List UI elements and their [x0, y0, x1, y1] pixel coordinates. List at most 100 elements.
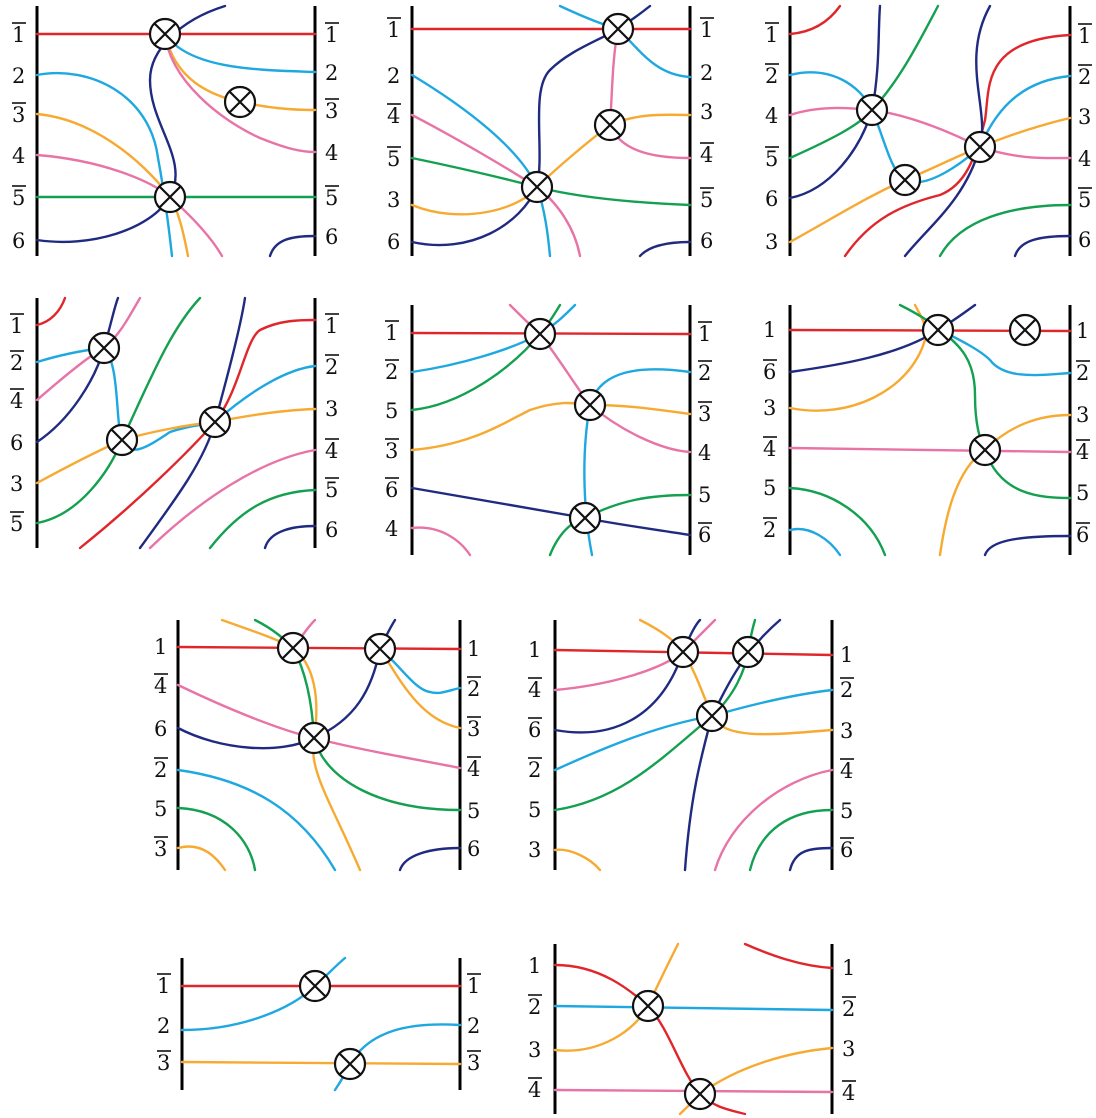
crossing-marker-icon — [87, 331, 121, 365]
crossing-marker-icon — [573, 388, 607, 422]
boundary-label: 4 — [12, 144, 25, 168]
boundary-label: 3 — [840, 719, 853, 743]
boundary-label: 6 — [387, 230, 400, 254]
crossing-marker-icon — [105, 423, 139, 457]
diagram-panel-10 — [553, 942, 834, 1116]
green-strand — [748, 808, 834, 872]
boundary-label: 3 — [698, 402, 711, 426]
boundary-label: 3 — [154, 837, 167, 861]
boundary-label: 3 — [1076, 403, 1089, 427]
orange-strand — [553, 848, 602, 872]
crossing-marker-icon — [297, 721, 331, 755]
boundary-label: 4 — [387, 104, 400, 128]
crossing-marker-icon — [520, 170, 554, 204]
boundary-label: 6 — [154, 717, 167, 741]
boundary-label: 1 — [763, 318, 776, 342]
boundary-label: 1 — [12, 23, 25, 47]
red-strand — [788, 4, 842, 36]
boundary-label: 4 — [325, 439, 338, 463]
boundary-label: 2 — [763, 518, 776, 542]
boundary-label: 5 — [10, 512, 23, 536]
cyan-strand — [410, 73, 552, 258]
crossing-marker-icon — [363, 632, 397, 666]
crossing-marker-icon — [568, 501, 602, 535]
boundary-label: 1 — [154, 635, 167, 659]
boundary-label: 2 — [1076, 361, 1089, 385]
navy-strand — [35, 4, 227, 244]
boundary-label: 3 — [10, 472, 23, 496]
pink-strand — [788, 446, 1072, 454]
boundary-label: 4 — [765, 104, 778, 128]
boundary-label: 5 — [698, 483, 711, 507]
boundary-label: 2 — [467, 677, 480, 701]
crossing-marker-icon — [731, 635, 765, 669]
green-strand — [788, 486, 887, 557]
crossing-marker-icon — [223, 85, 257, 119]
crossing-marker-icon — [683, 1077, 717, 1111]
orange-strand — [938, 413, 1072, 557]
boundary-label: 3 — [1078, 105, 1091, 129]
green-strand — [176, 806, 257, 872]
boundary-label: 2 — [325, 355, 338, 379]
red-strand — [78, 318, 317, 550]
label-overlines — [10, 17, 1092, 1082]
boundary-label: 6 — [528, 718, 541, 742]
crossing-marker-icon — [695, 699, 729, 733]
pink-strand — [410, 526, 472, 557]
boundary-label: 4 — [385, 517, 398, 541]
diagram-panel-4 — [35, 296, 317, 550]
diagram-panel-2 — [410, 4, 692, 258]
boundary-label: 5 — [700, 188, 713, 212]
diagram-panel-6 — [788, 303, 1072, 557]
boundary-label: 2 — [387, 64, 400, 88]
diagram-panel-8 — [553, 618, 834, 872]
boundary-label: 1 — [698, 322, 711, 346]
boundary-label: 4 — [1076, 440, 1089, 464]
crossing-marker-icon — [921, 313, 955, 347]
boundary-label: 2 — [528, 995, 541, 1019]
boundary-label: 3 — [157, 1051, 170, 1075]
boundary-label: 6 — [1078, 228, 1091, 252]
diagram-panel-3 — [788, 4, 1072, 258]
boundary-label: 4 — [154, 674, 167, 698]
boundary-label: 6 — [467, 837, 480, 861]
boundary-label: 5 — [467, 799, 480, 823]
navy-strand — [410, 486, 692, 537]
boundary-label: 2 — [12, 64, 25, 88]
boundary-label: 2 — [154, 758, 167, 782]
boundary-label: 3 — [765, 230, 778, 254]
boundary-label: 2 — [840, 678, 853, 702]
crossing-marker-icon — [968, 433, 1002, 467]
boundary-label: 5 — [840, 799, 853, 823]
crossing-marker-icon — [855, 93, 889, 127]
boundary-label: 4 — [842, 1081, 855, 1105]
crossing-marker-icon — [631, 989, 665, 1023]
boundary-label: 3 — [12, 103, 25, 127]
diagram-panel-9 — [180, 956, 462, 1092]
crossing-marker-icon — [333, 1047, 367, 1081]
boundary-label: 4 — [1078, 147, 1091, 171]
navy-strand — [398, 846, 462, 872]
boundary-label: 1 — [387, 18, 400, 42]
orange-strand — [220, 618, 362, 872]
pink-strand — [508, 303, 692, 454]
crossing-marker-icon — [523, 317, 557, 351]
red-strand — [35, 296, 67, 327]
boundary-label: 6 — [325, 518, 338, 542]
boundary-label: 4 — [840, 759, 853, 783]
green-strand — [938, 203, 1072, 258]
cyan-strand — [35, 71, 174, 258]
boundary-label: 2 — [842, 997, 855, 1021]
boundary-label: 1 — [765, 23, 778, 47]
orange-strand — [410, 401, 692, 452]
boundary-label: 4 — [698, 441, 711, 465]
boundary-label: 3 — [700, 100, 713, 124]
boundary-label: 5 — [325, 478, 338, 502]
boundary-label: 1 — [528, 954, 541, 978]
boundary-label: 1 — [157, 974, 170, 998]
cyan-strand — [788, 71, 1072, 184]
navy-strand — [638, 240, 692, 258]
crossing-marker-icon — [1008, 313, 1042, 347]
boundary-label: 2 — [467, 1014, 480, 1038]
boundary-label: 3 — [387, 188, 400, 212]
